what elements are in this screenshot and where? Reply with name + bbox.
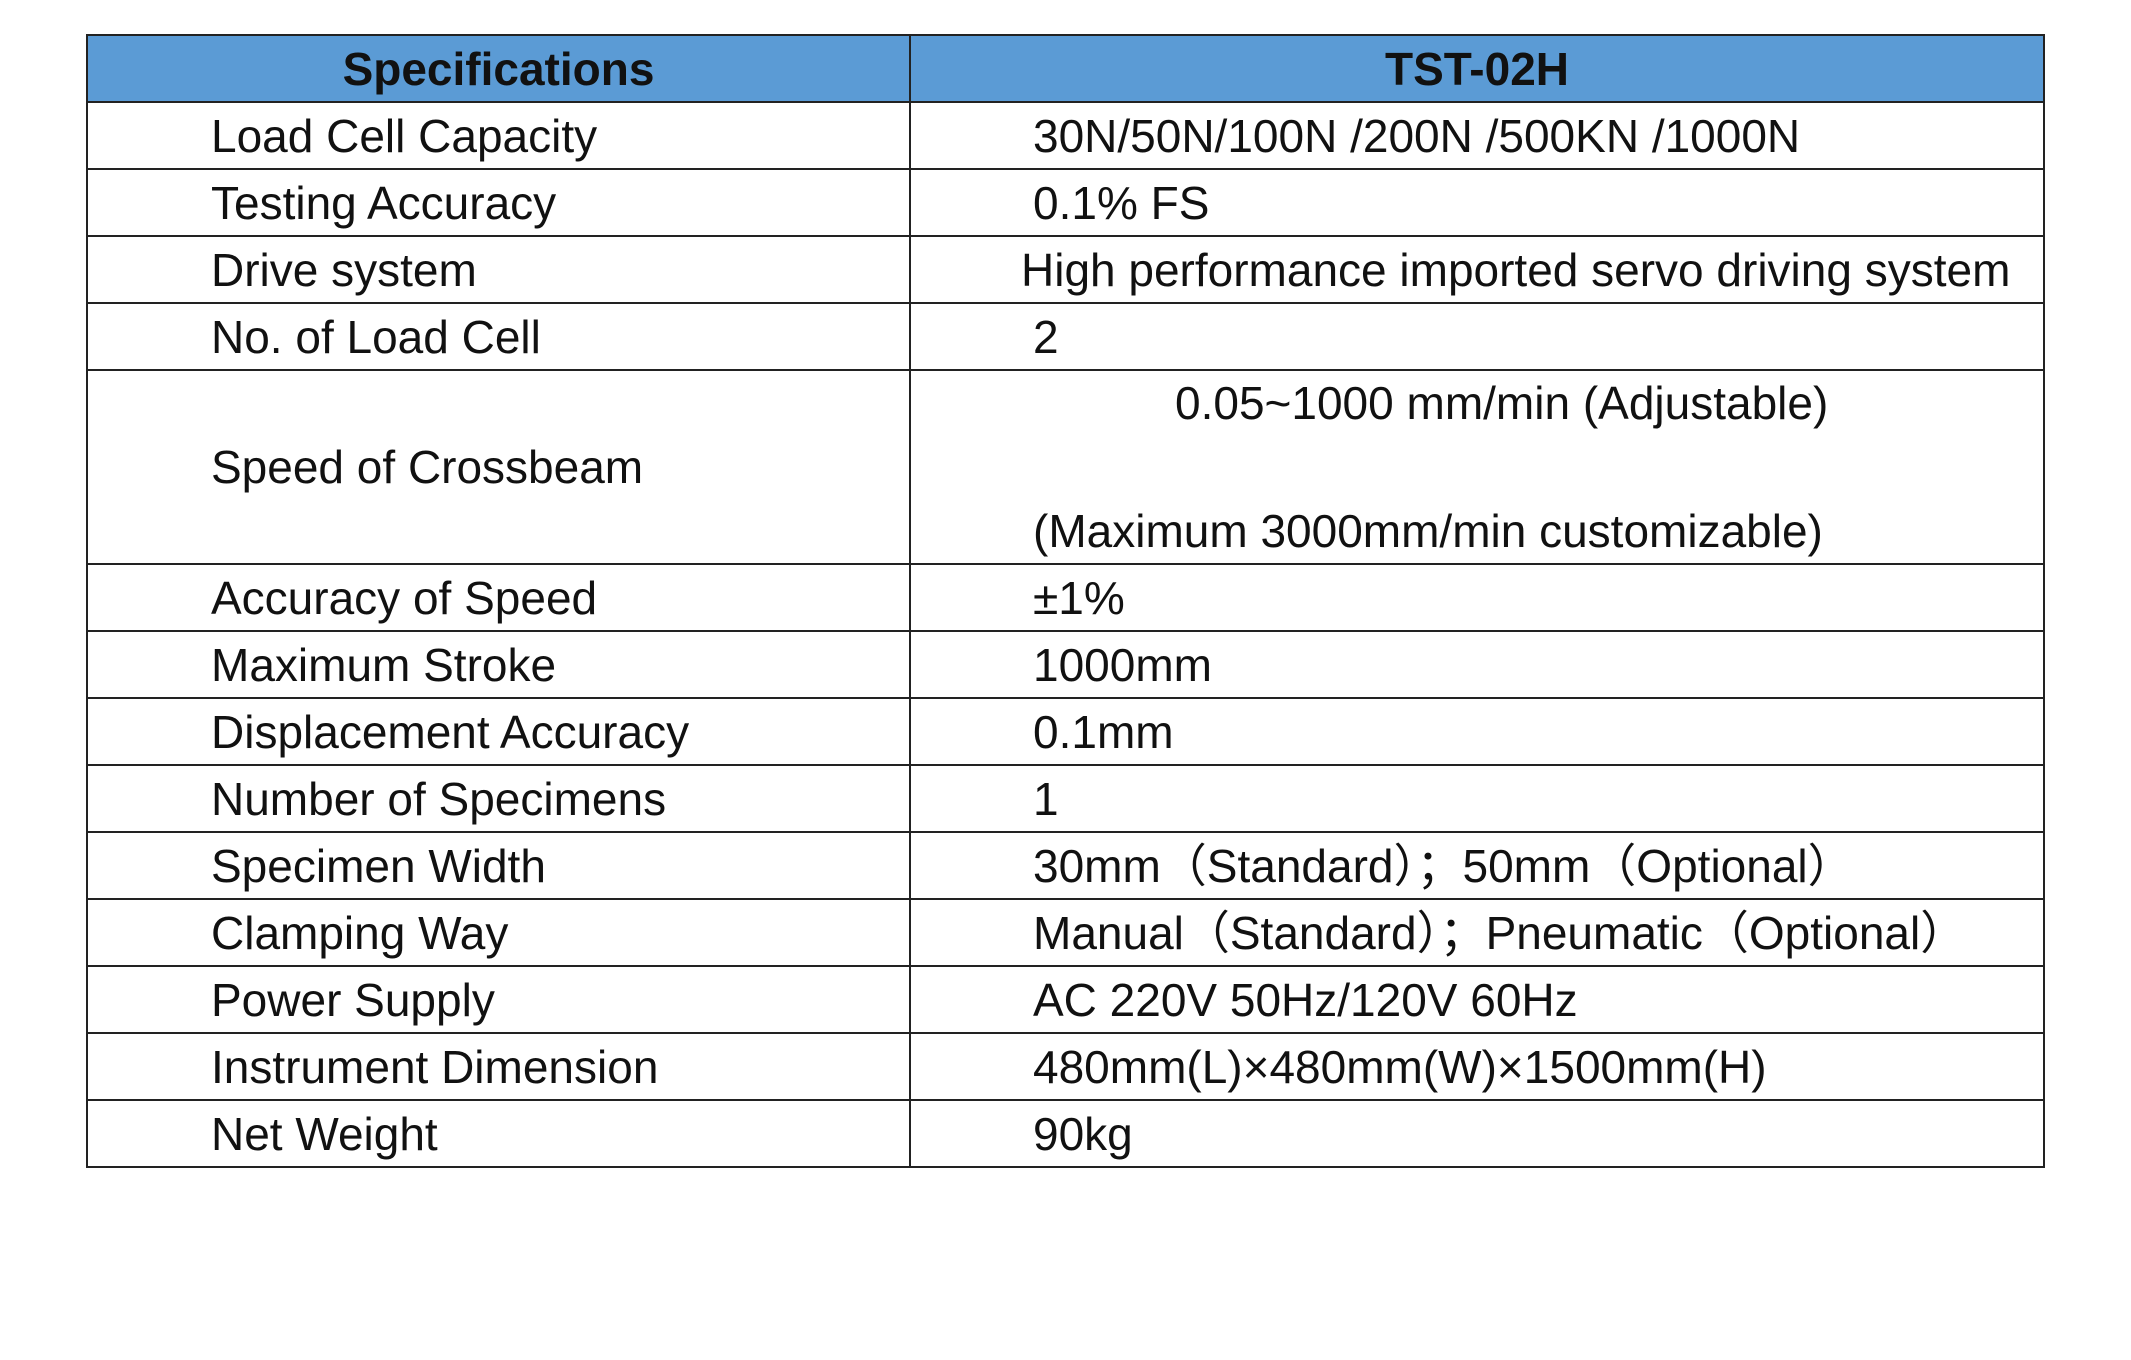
spec-label: Testing Accuracy xyxy=(86,168,911,237)
spec-value: 2 xyxy=(909,302,2045,371)
spec-table: Specifications TST-02H Load Cell Capacit… xyxy=(86,34,2045,1168)
table-row: Speed of Crossbeam 0.05~1000 mm/min (Adju… xyxy=(86,369,2045,565)
table-row: Power Supply AC 220V 50Hz/120V 60Hz xyxy=(86,965,2045,1034)
spec-value: Manual（Standard）；Pneumatic（Optional） xyxy=(909,898,2045,967)
spec-value: 90kg xyxy=(909,1099,2045,1168)
spec-label: Displacement Accuracy xyxy=(86,697,911,766)
header-cell: TST-02H xyxy=(909,34,2045,103)
value-line: 0.05~1000 mm/min (Adjustable) xyxy=(1175,377,1829,429)
spec-label: Net Weight xyxy=(86,1099,911,1168)
header-row: Specifications TST-02H xyxy=(86,34,2045,103)
table-row: Displacement Accuracy 0.1mm xyxy=(86,697,2045,766)
header-cell: Specifications xyxy=(86,34,911,103)
value-line: (Maximum 3000mm/min customizable) xyxy=(1033,505,1823,557)
spec-label: Speed of Crossbeam xyxy=(86,369,911,565)
table-row: Drive system High performance imported se… xyxy=(86,235,2045,304)
spec-label: Number of Specimens xyxy=(86,764,911,833)
table-row: Clamping Way Manual（Standard）；Pneumatic（O… xyxy=(86,898,2045,967)
spec-value: 0.1mm xyxy=(909,697,2045,766)
spec-label: No. of Load Cell xyxy=(86,302,911,371)
table-row: Accuracy of Speed ±1% xyxy=(86,563,2045,632)
spec-label: Clamping Way xyxy=(86,898,911,967)
table-row: Number of Specimens 1 xyxy=(86,764,2045,833)
spec-label: Instrument Dimension xyxy=(86,1032,911,1101)
table-row: Testing Accuracy 0.1% FS xyxy=(86,168,2045,237)
spec-value: 30N/50N/100N /200N /500KN /1000N xyxy=(909,101,2045,170)
spec-value: 0.1% FS xyxy=(909,168,2045,237)
spec-value: High performance imported servo driving … xyxy=(909,235,2045,304)
spec-value: 30mm（Standard）；50mm（Optional） xyxy=(909,831,2045,900)
spec-value: 1 xyxy=(909,764,2045,833)
table-row: Instrument Dimension 480mm(L)×480mm(W)×15… xyxy=(86,1032,2045,1101)
table-row: Load Cell Capacity 30N/50N/100N /200N /50… xyxy=(86,101,2045,170)
spec-label: Accuracy of Speed xyxy=(86,563,911,632)
spec-value: ±1% xyxy=(909,563,2045,632)
spec-label: Specimen Width xyxy=(86,831,911,900)
spec-value: 1000mm xyxy=(909,630,2045,699)
table-row: Specimen Width 30mm（Standard）；50mm（Option… xyxy=(86,831,2045,900)
spec-value: AC 220V 50Hz/120V 60Hz xyxy=(909,965,2045,1034)
table-body: Load Cell Capacity 30N/50N/100N /200N /50… xyxy=(86,101,2045,1168)
spec-value: 480mm(L)×480mm(W)×1500mm(H) xyxy=(909,1032,2045,1101)
table-row: Net Weight 90kg xyxy=(86,1099,2045,1168)
spec-value: 0.05~1000 mm/min (Adjustable) (Maximum 30… xyxy=(909,369,2045,565)
spec-label: Maximum Stroke xyxy=(86,630,911,699)
table-row: Maximum Stroke 1000mm xyxy=(86,630,2045,699)
spec-label: Drive system xyxy=(86,235,911,304)
spec-label: Load Cell Capacity xyxy=(86,101,911,170)
spec-label: Power Supply xyxy=(86,965,911,1034)
table-row: No. of Load Cell 2 xyxy=(86,302,2045,371)
